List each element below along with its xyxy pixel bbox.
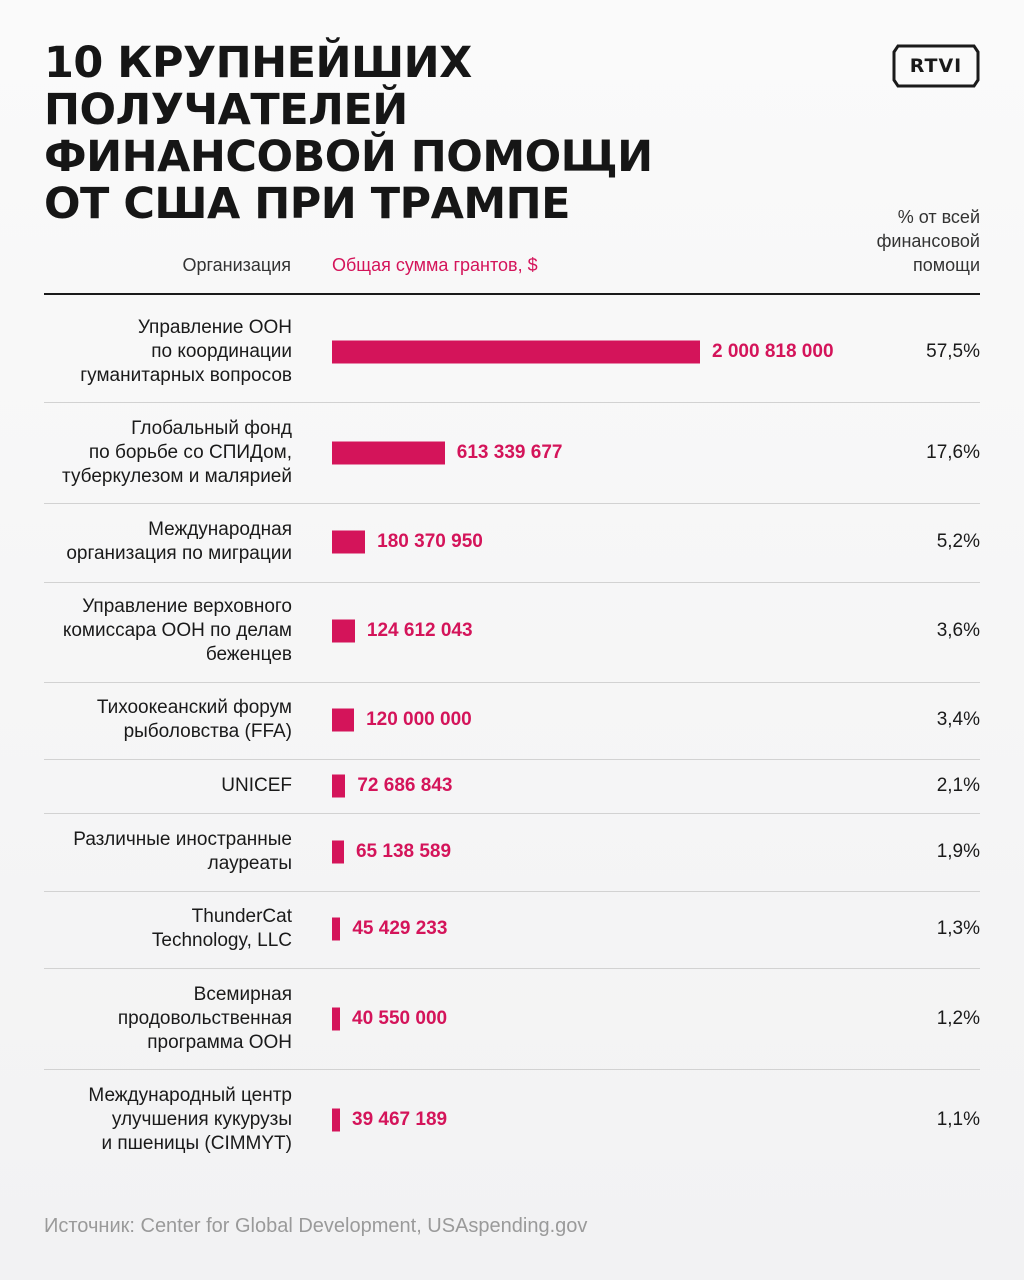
- title-line-3: от США при Трампе: [44, 179, 571, 229]
- header-grant-sum: Общая сумма грантов, $: [332, 255, 538, 275]
- percent-value: 2,1%: [936, 775, 980, 796]
- percent-value: 1,3%: [936, 918, 980, 939]
- header-divider: [44, 293, 980, 295]
- organization-label: ThunderCat Technology, LLC: [32, 905, 292, 953]
- row-divider: [44, 968, 980, 969]
- row-divider: [44, 1069, 980, 1070]
- organization-label: Различные иностранные лауреаты: [32, 828, 292, 876]
- header-percent: % от всей финансовой помощи: [820, 205, 980, 277]
- bar: [332, 1108, 340, 1132]
- percent-value: 5,2%: [936, 531, 980, 552]
- row-divider: [44, 813, 980, 814]
- bar-value-label: 124 612 043: [366, 620, 473, 641]
- bar: [332, 619, 355, 643]
- organization-label-line: и пшеницы (CIMMYT): [101, 1133, 292, 1154]
- bar: [332, 441, 445, 465]
- bar: [332, 1007, 340, 1031]
- organization-label-line: Международная: [148, 519, 292, 540]
- bar: [332, 530, 366, 554]
- organization-label: Международная организация по миграции: [32, 518, 292, 566]
- bar-value-label: 2 000 818 000: [712, 341, 834, 362]
- organization-label-line: по борьбе со СПИДом,: [88, 442, 292, 463]
- organization-label: UNICEF: [32, 774, 292, 798]
- organization-label-line: улучшения кукурузы: [111, 1109, 292, 1130]
- organization-label-line: гуманитарных вопросов: [80, 365, 292, 386]
- organization-label-line: Различные иностранные: [73, 829, 292, 850]
- bar-value-label: 72 686 843: [357, 775, 453, 796]
- header-organization: Организация: [182, 255, 291, 275]
- bar-value-label: 180 370 950: [377, 531, 483, 552]
- organization-label-line: Глобальный фонд: [131, 418, 292, 439]
- row-divider: [44, 682, 980, 683]
- header-percent-line: % от всей: [897, 207, 980, 227]
- percent-value: 3,4%: [936, 709, 980, 730]
- organization-label-line: беженцев: [205, 644, 292, 665]
- percent-value: 3,6%: [936, 620, 980, 641]
- organization-label: Управление ООН по координации гуманитарных…: [32, 316, 292, 388]
- row-divider: [44, 891, 980, 892]
- header-percent-line: финансовой: [876, 231, 980, 251]
- organization-label-line: организация по миграции: [66, 543, 292, 564]
- percent-value: 57,5%: [926, 341, 980, 362]
- percent-value: 1,1%: [936, 1109, 980, 1130]
- organization-label: Международный центр улучшения кукурузы и п…: [32, 1084, 292, 1156]
- bar-value-label: 65 138 589: [355, 841, 452, 862]
- bar: [332, 840, 344, 864]
- header-percent-line: помощи: [912, 255, 980, 275]
- logo-frame-icon: [892, 44, 980, 88]
- title-line-1: 10 крупнейших получателей: [44, 38, 472, 135]
- organization-label: Всемирная продовольственная программа ООН: [32, 983, 292, 1055]
- chart-title: 10 крупнейших получателей финансовой пом…: [44, 40, 844, 228]
- organization-label-line: Technology, LLC: [151, 930, 292, 951]
- bar: [332, 774, 346, 798]
- title-line-2: финансовой помощи: [44, 132, 653, 182]
- row-divider: [44, 402, 980, 403]
- bar: [332, 340, 700, 364]
- organization-label: Тихоокеанский форум рыболовства (FFA): [32, 696, 292, 744]
- bar-value-label: 613 339 677: [456, 442, 563, 463]
- organization-label-line: лауреаты: [207, 853, 292, 874]
- percent-value: 17,6%: [926, 442, 980, 463]
- organization-label-line: Всемирная: [193, 984, 292, 1005]
- organization-label-line: Тихоокеанский форум: [96, 697, 292, 718]
- organization-label-line: Управление ООН: [137, 317, 292, 338]
- bar-value-label: 45 429 233: [352, 918, 448, 939]
- organization-label: Управление верховного комиссара ООН по де…: [32, 595, 292, 667]
- bar-value-label: 40 550 000: [352, 1008, 448, 1029]
- row-divider: [44, 582, 980, 583]
- source-note: Источник: Center for Global Development,…: [44, 1215, 588, 1237]
- bar-value-label: 39 467 189: [352, 1109, 448, 1130]
- organization-label-line: продовольственная: [117, 1008, 292, 1029]
- organization-label-line: рыболовства (FFA): [123, 721, 292, 742]
- organization-label-line: по координации: [151, 341, 292, 362]
- organization-label-line: комиссара ООН по делам: [62, 620, 292, 641]
- percent-value: 1,9%: [936, 841, 980, 862]
- bar-value-label: 120 000 000: [366, 709, 472, 730]
- rtvi-logo: RTVI: [890, 42, 982, 90]
- organization-label-line: программа ООН: [147, 1032, 292, 1053]
- organization-label-line: Управление верховного: [82, 596, 292, 617]
- logo-text: RTVI: [909, 55, 963, 77]
- organization-label-line: туберкулезом и малярией: [62, 466, 292, 487]
- organization-label-line: Международный центр: [88, 1085, 292, 1106]
- row-divider: [44, 503, 980, 504]
- organization-label-line: ThunderCat: [191, 906, 292, 927]
- row-divider: [44, 759, 980, 760]
- organization-label-line: UNICEF: [221, 775, 292, 796]
- bar: [332, 708, 355, 732]
- percent-value: 1,2%: [936, 1008, 980, 1029]
- organization-label: Глобальный фонд по борьбе со СПИДом, тубер…: [32, 417, 292, 489]
- bar: [332, 917, 341, 941]
